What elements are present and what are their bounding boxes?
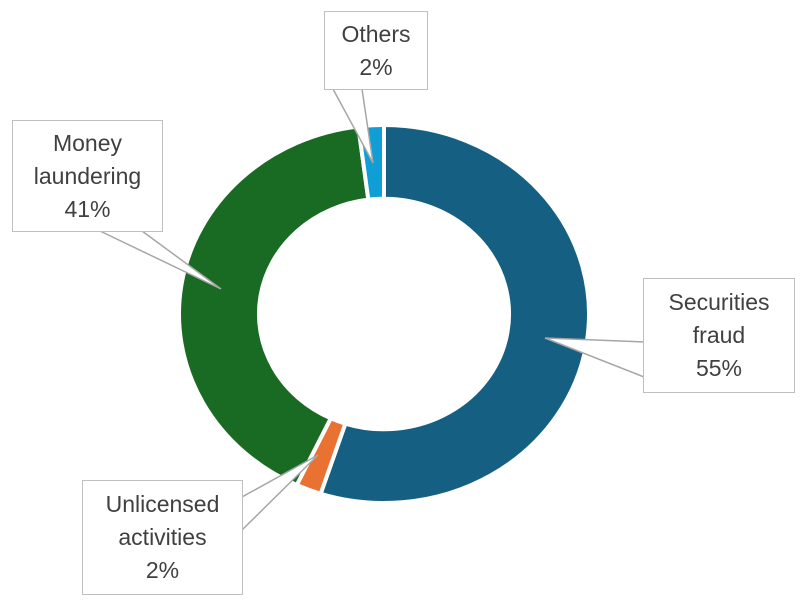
pie-slice-money-laundering <box>177 124 371 488</box>
pie-slice-securities-fraud <box>318 122 591 505</box>
